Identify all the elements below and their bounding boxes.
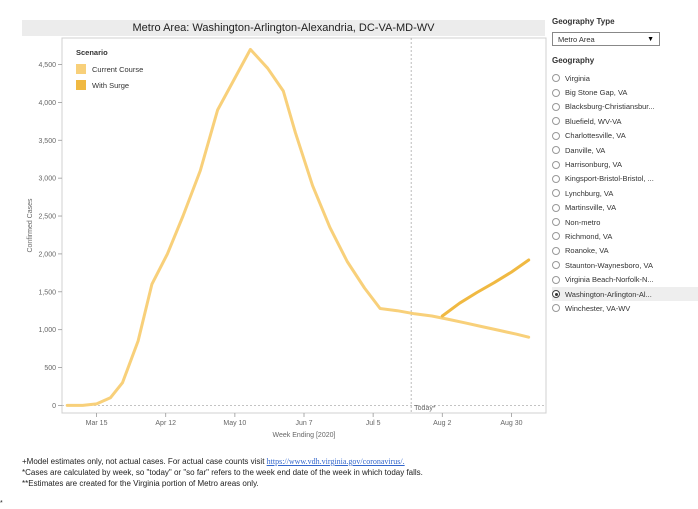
y-tick-label: 3,000 xyxy=(38,176,56,183)
geography-radio-list: Virginia Big Stone Gap, VA Blacksburg-Chri… xyxy=(552,71,698,316)
legend-item-with-surge[interactable]: With Surge xyxy=(76,77,143,93)
series-line-with-surge xyxy=(440,258,531,318)
y-tick-label: 4,500 xyxy=(38,62,56,69)
geography-option[interactable]: Washington-Arlington-Al... xyxy=(552,286,698,302)
geography-option-label: Non-metro xyxy=(565,217,601,227)
radio-button-icon[interactable] xyxy=(552,290,560,299)
geography-option[interactable]: Harrisonburg, VA xyxy=(552,157,698,171)
y-tick-label: 4,000 xyxy=(38,100,56,107)
geography-option-label: Martinsville, VA xyxy=(565,203,617,213)
legend-swatch-current-course xyxy=(76,64,86,74)
geography-option-label: Harrisonburg, VA xyxy=(565,160,622,170)
radio-button-icon[interactable] xyxy=(552,304,560,313)
x-tick-label: Mar 15 xyxy=(86,420,108,427)
today-label: Today* xyxy=(414,405,436,412)
x-tick-label: Jul 5 xyxy=(366,420,381,427)
y-tick-label: 1,500 xyxy=(38,289,56,296)
plot-frame xyxy=(61,37,547,414)
geography-option-label: Lynchburg, VA xyxy=(565,188,614,198)
geography-option[interactable]: Bluefield, WV-VA xyxy=(552,114,698,128)
legend-label-current-course: Current Course xyxy=(92,64,144,74)
vdh-link[interactable]: https://www.vdh.virginia.gov/coronavirus… xyxy=(266,457,405,466)
geography-option[interactable]: Virginia Beach-Norfolk-N... xyxy=(552,272,698,286)
geography-option-label: Kingsport-Bristol-Bristol, ... xyxy=(565,174,654,184)
geography-option[interactable]: Virginia xyxy=(552,71,698,85)
legend-title: Scenario xyxy=(76,48,108,57)
geography-option[interactable]: Charlottesville, VA xyxy=(552,129,698,143)
geography-option[interactable]: Richmond, VA xyxy=(552,229,698,243)
geography-option-label: Bluefield, WV-VA xyxy=(565,116,622,126)
geography-option[interactable]: Blacksburg-Christiansbur... xyxy=(552,100,698,114)
series-line-current-course xyxy=(65,47,531,407)
radio-button-icon[interactable] xyxy=(552,88,560,97)
y-tick-label: 500 xyxy=(44,365,56,372)
radio-button-icon[interactable] xyxy=(552,189,560,198)
geography-option-label: Blacksburg-Christiansbur... xyxy=(565,102,655,112)
geography-option-label: Winchester, VA-WV xyxy=(565,303,631,313)
x-tick-label: Aug 2 xyxy=(433,420,451,427)
radio-button-icon[interactable] xyxy=(552,131,560,140)
legend-swatch-with-surge xyxy=(76,80,86,90)
footnotes: +Model estimates only, not actual cases.… xyxy=(0,456,423,507)
legend-label-with-surge: With Surge xyxy=(92,80,130,90)
geography-option-label: Danville, VA xyxy=(565,145,606,155)
x-axis-title: Week Ending [2020] xyxy=(273,432,336,439)
x-tick-label: Aug 30 xyxy=(500,420,522,427)
radio-button-icon[interactable] xyxy=(552,117,560,126)
geography-label: Geography xyxy=(552,56,595,65)
geography-option[interactable]: Roanoke, VA xyxy=(552,244,698,258)
geography-option-label: Charlottesville, VA xyxy=(565,131,626,141)
geography-option[interactable]: Danville, VA xyxy=(552,143,698,157)
geography-option[interactable]: Big Stone Gap, VA xyxy=(552,85,698,99)
filter-panel: Geography Type Metro Area ▼ Geography Vi… xyxy=(552,17,698,316)
dropdown-arrow-icon: ▼ xyxy=(647,35,654,43)
geography-option-label: Big Stone Gap, VA xyxy=(565,88,628,98)
y-tick-label: 0 xyxy=(52,403,56,410)
radio-button-icon[interactable] xyxy=(552,146,560,155)
y-tick-label: 2,000 xyxy=(38,251,56,258)
x-tick-label: Jun 7 xyxy=(295,420,312,427)
geography-option-label: Staunton-Waynesboro, VA xyxy=(565,260,653,270)
geography-type-label: Geography Type xyxy=(552,17,615,26)
geography-option-label: Roanoke, VA xyxy=(565,246,609,256)
x-tick-label: May 10 xyxy=(223,420,246,427)
stray-asterisk: * xyxy=(0,500,3,507)
footnote-2: *Cases are calculated by week, so "today… xyxy=(22,468,423,477)
geography-option[interactable]: Lynchburg, VA xyxy=(552,186,698,200)
x-tick-label: Apr 12 xyxy=(155,420,176,427)
chart-title: Metro Area: Washington-Arlington-Alexand… xyxy=(22,20,545,36)
radio-button-icon[interactable] xyxy=(552,74,560,83)
footnote-3: **Estimates are created for the Virginia… xyxy=(22,479,259,488)
y-axis-title: Confirmed Cases xyxy=(27,198,34,253)
geography-option[interactable]: Martinsville, VA xyxy=(552,201,698,215)
geography-option-label: Richmond, VA xyxy=(565,231,613,241)
y-tick-label: 3,500 xyxy=(38,138,56,145)
radio-button-icon[interactable] xyxy=(552,102,560,111)
radio-button-icon[interactable] xyxy=(552,261,560,270)
geography-type-dropdown[interactable]: Metro Area ▼ xyxy=(552,32,660,46)
radio-button-icon[interactable] xyxy=(552,275,560,284)
geography-option[interactable]: Non-metro xyxy=(552,215,698,229)
radio-button-icon[interactable] xyxy=(552,246,560,255)
geography-option-label: Virginia Beach-Norfolk-N... xyxy=(565,275,654,285)
geography-option-label: Washington-Arlington-Al... xyxy=(565,289,652,299)
y-tick-label: 1,000 xyxy=(38,327,56,334)
geography-option[interactable]: Kingsport-Bristol-Bristol, ... xyxy=(552,172,698,186)
y-tick-label: 2,500 xyxy=(38,214,56,221)
footnote-1-text: +Model estimates only, not actual cases.… xyxy=(22,457,267,466)
geography-option-label: Virginia xyxy=(565,73,590,83)
radio-button-icon[interactable] xyxy=(552,174,560,183)
geography-option[interactable]: Winchester, VA-WV xyxy=(552,301,698,315)
footnote-1: +Model estimates only, not actual cases.… xyxy=(22,456,423,467)
legend-item-current-course[interactable]: Current Course xyxy=(76,61,143,77)
geography-option[interactable]: Staunton-Waynesboro, VA xyxy=(552,258,698,272)
radio-button-icon[interactable] xyxy=(552,160,560,169)
radio-button-icon[interactable] xyxy=(552,232,560,241)
radio-button-icon[interactable] xyxy=(552,203,560,212)
geography-type-value: Metro Area xyxy=(558,34,595,44)
legend: Scenario Current Course With Surge xyxy=(76,48,143,93)
radio-button-icon[interactable] xyxy=(552,218,560,227)
